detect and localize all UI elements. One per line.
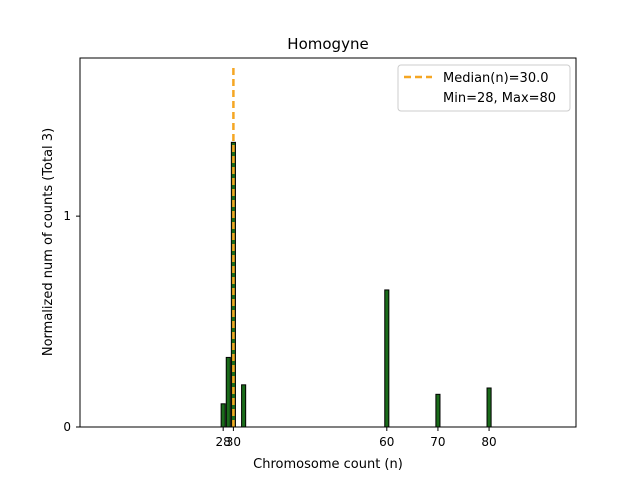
y-tick-label: 0 bbox=[63, 420, 71, 434]
x-axis-label: Chromosome count (n) bbox=[253, 457, 403, 472]
bar bbox=[435, 393, 441, 428]
x-tick-label: 70 bbox=[430, 435, 445, 449]
bar bbox=[230, 141, 236, 428]
legend-median-label: Median(n)=30.0 bbox=[443, 71, 549, 86]
bar bbox=[220, 403, 226, 428]
x-tick-label: 30 bbox=[226, 435, 241, 449]
legend: Median(n)=30.0 Min=28, Max=80 bbox=[397, 64, 571, 112]
plot-frame bbox=[79, 57, 577, 428]
bar bbox=[486, 387, 492, 428]
bar bbox=[384, 289, 390, 428]
y-tick-label: 1 bbox=[63, 209, 71, 223]
chart-title: Homogyne bbox=[287, 35, 368, 53]
x-tick-label: 28 bbox=[216, 435, 231, 449]
legend-box bbox=[397, 64, 571, 112]
y-axis-label: Normalized num of counts (Total 3) bbox=[41, 128, 56, 356]
x-tick-label: 60 bbox=[379, 435, 394, 449]
legend-range-label: Min=28, Max=80 bbox=[443, 91, 556, 106]
x-tick-label: 80 bbox=[481, 435, 496, 449]
bar bbox=[225, 356, 231, 428]
bars-layer bbox=[220, 141, 492, 428]
y-axis-ticks: 01 bbox=[63, 209, 80, 434]
bar bbox=[241, 384, 247, 428]
